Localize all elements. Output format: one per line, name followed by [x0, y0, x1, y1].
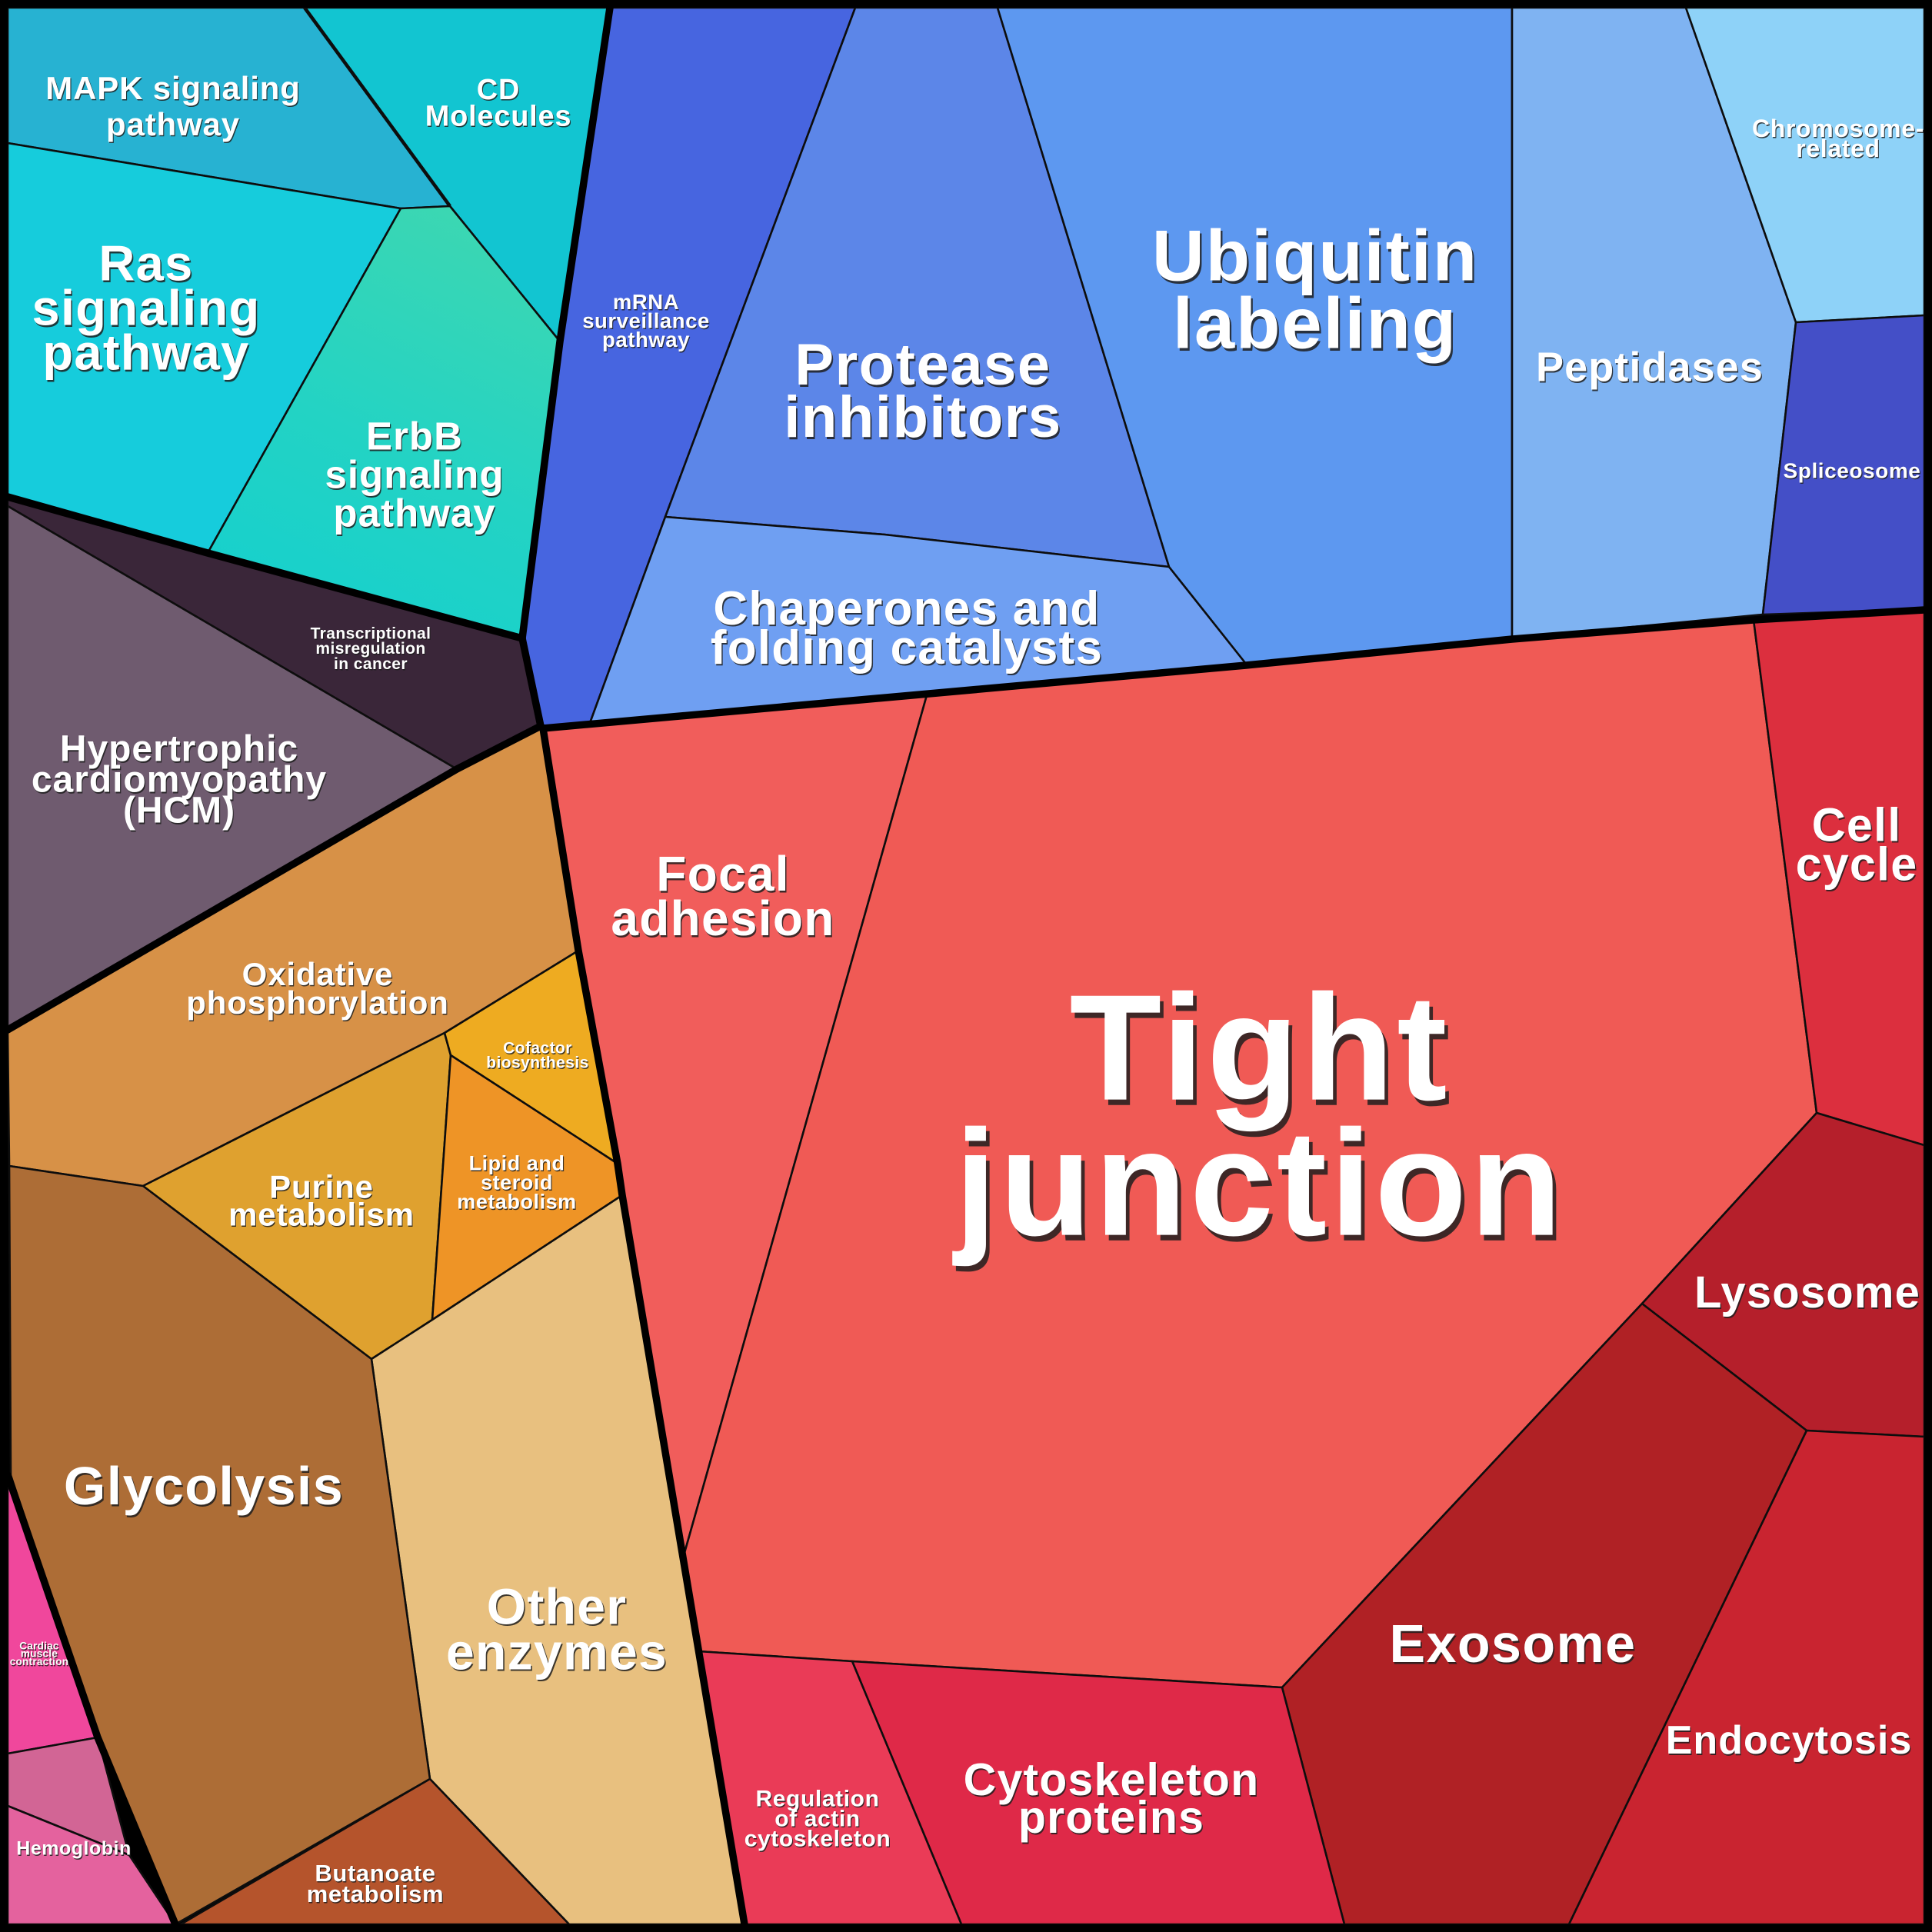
svg-text:Lysosome: Lysosome	[1694, 1267, 1920, 1317]
svg-text:Hemoglobin: Hemoglobin	[17, 1839, 132, 1860]
svg-text:Peptidases: Peptidases	[1537, 346, 1764, 392]
svg-text:Chromosome-related: Chromosome-related	[1752, 115, 1924, 162]
svg-text:Lysosome: Lysosome	[1695, 1269, 1921, 1319]
svg-text:Glycolysis: Glycolysis	[65, 1458, 345, 1518]
svg-text:Chromosome-related: Chromosome-related	[1753, 116, 1925, 164]
svg-text:Spliceosome: Spliceosome	[1784, 459, 1921, 483]
svg-text:Hemoglobin: Hemoglobin	[16, 1838, 131, 1860]
svg-text:Peptidases: Peptidases	[1536, 345, 1764, 391]
svg-text:Exosome: Exosome	[1389, 1614, 1636, 1674]
svg-text:Spliceosome: Spliceosome	[1784, 460, 1922, 484]
svg-text:Exosome: Exosome	[1391, 1616, 1637, 1676]
svg-text:Endocytosis: Endocytosis	[1666, 1718, 1913, 1763]
svg-text:Endocytosis: Endocytosis	[1667, 1720, 1914, 1764]
svg-text:Glycolysis: Glycolysis	[64, 1456, 344, 1516]
